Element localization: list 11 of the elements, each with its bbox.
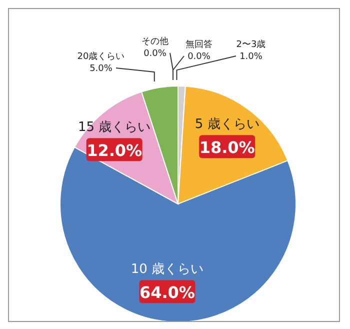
slice-label: 15 歳くらい — [78, 120, 151, 136]
slice-label: 10 歳くらい — [130, 262, 204, 278]
slice-label: 2〜3歳 — [236, 39, 266, 50]
category-label: その他 — [142, 37, 168, 47]
data-label: 1.0% — [240, 52, 263, 62]
text: 0.0% — [144, 49, 166, 59]
data-label: 5.0% — [90, 64, 113, 74]
slice-label: 20歳くらい — [77, 51, 125, 62]
slice-label: 5 歳くらい — [194, 117, 260, 132]
category-label: 無回答 — [186, 40, 212, 50]
text: 0.0% — [188, 52, 210, 62]
